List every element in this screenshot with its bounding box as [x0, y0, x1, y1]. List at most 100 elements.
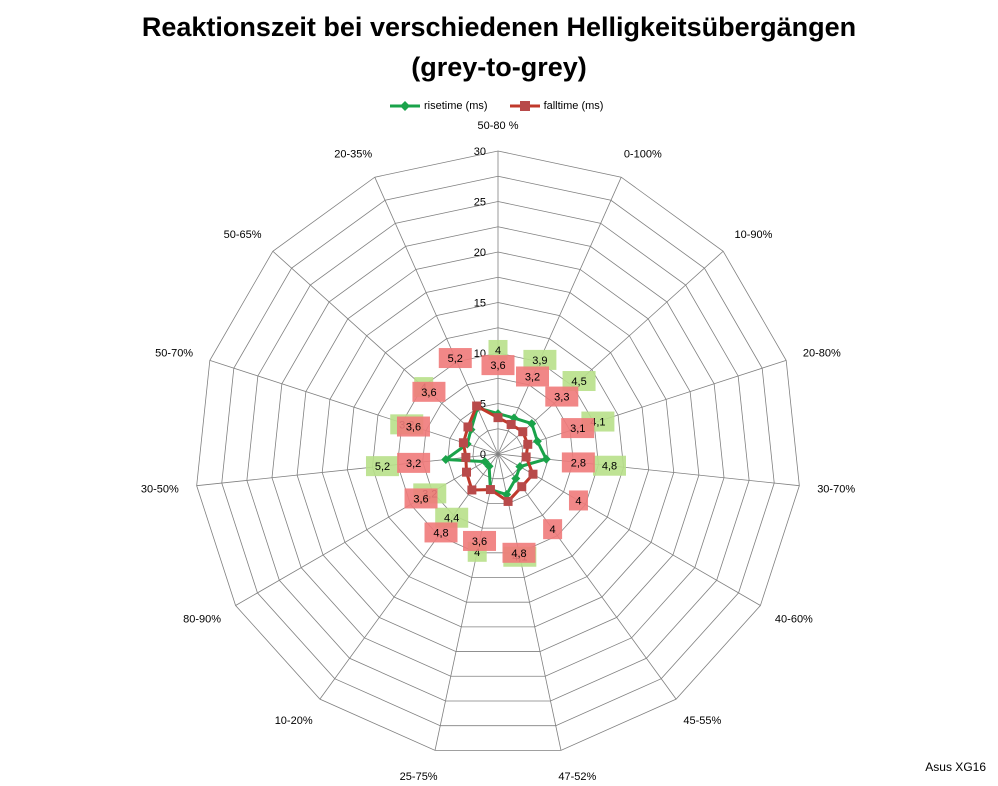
- fall-data-label: 4,8: [511, 548, 526, 560]
- grid-spoke: [497, 177, 622, 455]
- grid-ring: [346, 302, 650, 603]
- rise-data-label: 4,4: [444, 513, 459, 525]
- rise-data-label: 5,2: [375, 461, 390, 473]
- fall-data-label-bg: [396, 416, 430, 437]
- rise-series-point: [441, 454, 451, 464]
- rise-data-label: 4: [495, 345, 501, 357]
- footer-label: Asus XG16: [925, 760, 986, 774]
- grid-ring: [472, 428, 524, 480]
- grid-ring: [196, 150, 800, 751]
- fall-series-point: [462, 467, 472, 477]
- fall-data-label-bg: [424, 522, 458, 543]
- fall-data-label-bg: [463, 530, 497, 551]
- fall-data-label: 3,6: [413, 493, 428, 505]
- rise-series-point: [511, 474, 521, 484]
- legend-fall-swatch: [509, 101, 540, 111]
- tick-label: 20: [474, 247, 486, 259]
- legend-fall-label: falltime (ms): [543, 100, 604, 112]
- grid-spoke: [272, 250, 499, 455]
- rise-series-point: [527, 419, 537, 429]
- fall-data-label: 5,2: [448, 353, 463, 365]
- fall-series-point: [523, 439, 533, 449]
- category-label: 47-52%: [558, 771, 596, 783]
- fall-series-point: [467, 485, 477, 495]
- grid-ring: [321, 276, 675, 628]
- category-label: 20-80%: [803, 347, 841, 359]
- fall-data-label-bg: [397, 452, 431, 473]
- rise-series-point: [480, 457, 490, 467]
- category-label: 10-90%: [734, 229, 772, 241]
- fall-data-label: 3,2: [525, 371, 540, 383]
- fall-series-point: [528, 469, 538, 479]
- fall-series-point: [458, 438, 468, 448]
- grid-ring: [296, 251, 700, 652]
- fall-series-point: [463, 422, 473, 432]
- rise-series-point: [532, 436, 542, 446]
- grid-spoke: [209, 359, 499, 455]
- fall-series-point: [506, 419, 516, 429]
- legend-item-fall: falltime (ms): [509, 100, 604, 112]
- grid-spoke: [434, 453, 499, 751]
- tick-label: 5: [480, 399, 486, 411]
- grid-ring: [447, 403, 549, 504]
- grid-spoke: [319, 453, 499, 700]
- fall-series-point: [503, 496, 513, 506]
- fall-data-label: 3,6: [406, 422, 421, 434]
- category-label: 40-60%: [775, 614, 813, 626]
- fall-series-point: [521, 452, 531, 462]
- rise-data-label: 3,9: [532, 355, 547, 367]
- fall-data-label: 3,6: [472, 536, 487, 548]
- rise-data-label: 4,5: [571, 376, 586, 388]
- grid-spoke: [497, 453, 677, 700]
- fall-data-label: 3,2: [406, 458, 421, 470]
- rise-series-line: [444, 406, 548, 497]
- rise-series-point: [541, 454, 551, 464]
- grid-ring: [271, 226, 725, 677]
- grid-ring: [422, 377, 574, 529]
- chart-subtitle: (grey-to-grey): [411, 52, 587, 82]
- fall-data-label: 2,8: [571, 457, 586, 469]
- fall-data-label: 3,6: [421, 387, 436, 399]
- fall-data-label-bg: [438, 348, 472, 369]
- category-label: 20-35%: [334, 148, 372, 160]
- fall-data-label-bg: [543, 519, 563, 540]
- fall-series-point: [461, 452, 471, 462]
- grid-spoke: [497, 359, 787, 455]
- fall-data-label-bg: [561, 418, 595, 439]
- fall-series-point: [518, 427, 528, 437]
- fall-data-label-bg: [516, 366, 550, 387]
- rise-data-label-bg: [488, 339, 508, 360]
- rise-data-label: 4,8: [602, 461, 617, 473]
- fall-data-label-bg: [545, 386, 579, 407]
- fall-data-label: 3,3: [554, 392, 569, 404]
- grid-ring: [246, 201, 750, 702]
- rise-data-label: 4: [474, 547, 480, 559]
- fall-data-label: 4: [575, 495, 581, 507]
- fall-data-label: 4,8: [433, 527, 448, 539]
- rise-data-label-bg: [562, 371, 596, 392]
- rise-series-point: [515, 462, 525, 472]
- grid-spoke: [497, 453, 761, 606]
- grid-ring: [221, 175, 775, 727]
- category-label: 30-70%: [817, 483, 855, 495]
- fall-series-point: [493, 413, 503, 423]
- fall-data-label-bg: [404, 488, 438, 509]
- fall-series-point: [485, 485, 495, 495]
- category-label: 25-75%: [400, 771, 438, 783]
- tick-label: 0: [480, 449, 486, 461]
- chart-title: Reaktionszeit bei verschiedenen Helligke…: [141, 12, 857, 42]
- fall-series-point: [472, 401, 482, 411]
- category-label: 10-20%: [275, 715, 313, 727]
- category-label: 30-50%: [141, 483, 179, 495]
- grid-ring: [372, 327, 624, 578]
- rise-data-label-bg: [592, 455, 626, 476]
- legend-rise-swatch: [390, 101, 420, 111]
- category-label: 80-90%: [183, 614, 221, 626]
- category-label: 50-65%: [224, 229, 262, 241]
- fall-data-label-bg: [412, 381, 446, 402]
- fall-data-label-bg: [502, 542, 536, 563]
- category-label: 0-100%: [624, 148, 662, 160]
- category-label: 45-55%: [683, 715, 721, 727]
- tick-label: 25: [474, 197, 486, 209]
